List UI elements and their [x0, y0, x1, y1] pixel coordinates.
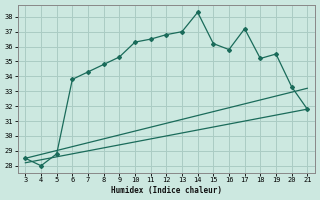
X-axis label: Humidex (Indice chaleur): Humidex (Indice chaleur) — [111, 186, 222, 195]
